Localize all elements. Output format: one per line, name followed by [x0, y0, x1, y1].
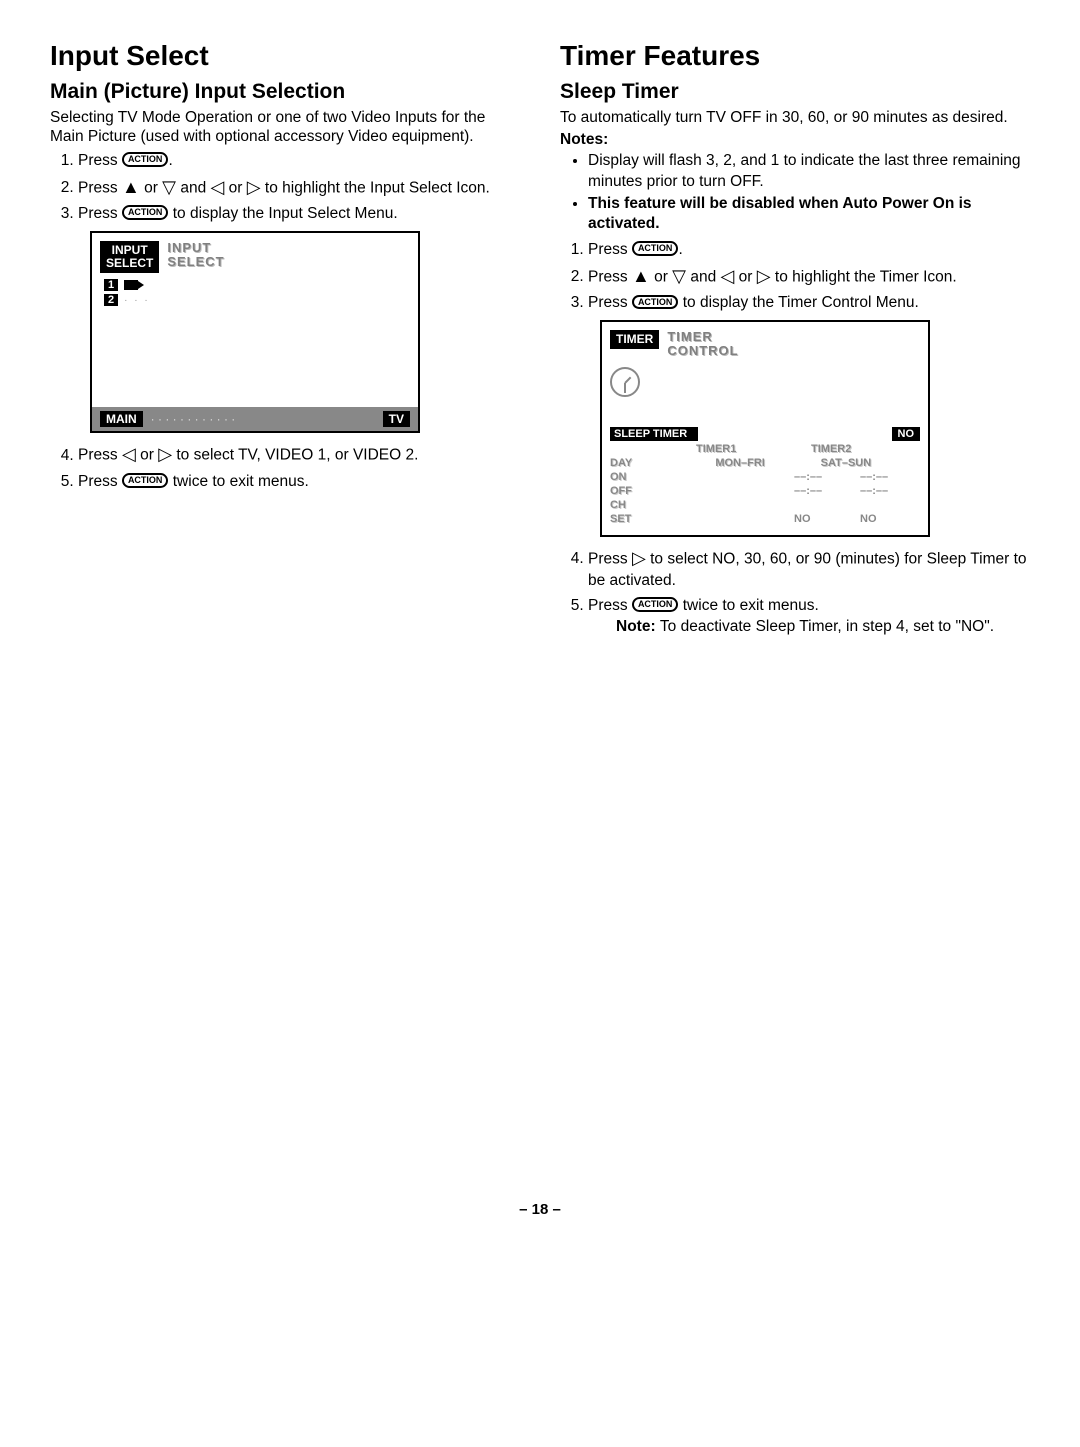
step-4: Press ◁ or ▷ to select TV, VIDEO 1, or V…: [78, 443, 520, 467]
video-icon: [124, 280, 138, 290]
step-3: Press ACTION to display the Input Select…: [78, 204, 520, 225]
action-button-icon: ACTION: [632, 295, 679, 310]
clock-icon: [610, 367, 640, 397]
right-icon: ▷: [247, 175, 261, 199]
deactivate-note: Note: To deactivate Sleep Timer, in step…: [616, 617, 1030, 637]
step-5: Press ACTION twice to exit menus.: [78, 472, 520, 493]
osd-timer: TIMER TIMER CONTROL SLEEP TIMER NO: [600, 320, 930, 537]
heading-timer: Timer Features: [560, 40, 1030, 72]
intro-right: To automatically turn TV OFF in 30, 60, …: [560, 108, 1030, 127]
right-icon: ▷: [632, 546, 646, 570]
action-button-icon: ACTION: [632, 241, 679, 256]
steps-right-2: Press ▷ to select NO, 30, 60, or 90 (min…: [560, 547, 1030, 637]
action-button-icon: ACTION: [122, 152, 169, 167]
page-number: – 18 –: [50, 1201, 1030, 1218]
note-1: Display will flash 3, 2, and 1 to indica…: [588, 151, 1030, 191]
r-step-3: Press ACTION to display the Timer Contro…: [588, 293, 1030, 314]
note-2: This feature will be disabled when Auto …: [588, 194, 1030, 234]
left-icon: ◁: [721, 264, 735, 288]
steps-left-2: Press ◁ or ▷ to select TV, VIDEO 1, or V…: [50, 443, 520, 492]
r-step-4: Press ▷ to select NO, 30, 60, or 90 (min…: [588, 547, 1030, 592]
osd-footer: MAIN · · · · · · · · · · · · TV: [92, 407, 418, 431]
subheading-sleep: Sleep Timer: [560, 80, 1030, 104]
down-icon: ▽: [162, 175, 176, 199]
left-icon: ◁: [211, 175, 225, 199]
down-icon: ▽: [672, 264, 686, 288]
step-2: Press ▲ or ▽ and ◁ or ▷ to highlight the…: [78, 176, 520, 200]
left-column: Input Select Main (Picture) Input Select…: [50, 40, 520, 641]
r-step-1: Press ACTION.: [588, 240, 1030, 261]
step-1: Press ACTION.: [78, 151, 520, 172]
heading-input-select: Input Select: [50, 40, 520, 72]
action-button-icon: ACTION: [122, 205, 169, 220]
right-column: Timer Features Sleep Timer To automatica…: [560, 40, 1030, 641]
notes-label: Notes:: [560, 131, 1030, 149]
right-icon: ▷: [158, 442, 172, 466]
r-step-2: Press ▲ or ▽ and ◁ or ▷ to highlight the…: [588, 265, 1030, 289]
timer-table: SLEEP TIMER NO TIMER1 TIMER2 DAY MON–FRI…: [610, 427, 920, 525]
steps-left: Press ACTION. Press ▲ or ▽ and ◁ or ▷ to…: [50, 151, 520, 225]
notes-list: Display will flash 3, 2, and 1 to indica…: [560, 151, 1030, 234]
r-step-5: Press ACTION twice to exit menus. Note: …: [588, 596, 1030, 637]
left-icon: ◁: [122, 442, 136, 466]
action-button-icon: ACTION: [632, 597, 679, 612]
up-icon: ▲: [122, 175, 140, 199]
intro-left: Selecting TV Mode Operation or one of tw…: [50, 108, 520, 147]
osd-input-select: INPUT SELECT INPUT SELECT 1 2· · · MAIN …: [90, 231, 420, 433]
up-icon: ▲: [632, 264, 650, 288]
subheading-main-input: Main (Picture) Input Selection: [50, 80, 520, 104]
steps-right: Press ACTION. Press ▲ or ▽ and ◁ or ▷ to…: [560, 240, 1030, 314]
action-button-icon: ACTION: [122, 473, 169, 488]
right-icon: ▷: [757, 264, 771, 288]
